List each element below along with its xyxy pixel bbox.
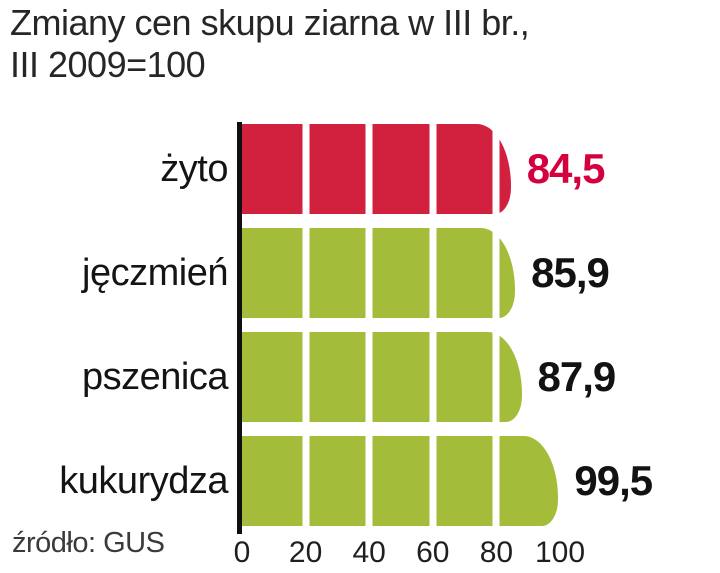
x-tick-label: 20 xyxy=(288,536,323,569)
source-label: źródło: GUS xyxy=(12,527,165,559)
chart-title-line2: III 2009=100 xyxy=(10,44,206,86)
x-tick-label: 60 xyxy=(416,536,450,569)
x-tick-label: 0 xyxy=(233,536,251,569)
y-axis-line xyxy=(237,122,242,534)
bar-chart: żyto 84,5 jęczmień 85,9 pszenica 87,9 kukurydz… xyxy=(0,120,720,569)
x-tick-label: 80 xyxy=(479,536,514,569)
bar-row: jęczmień 85,9 xyxy=(0,228,720,318)
x-tick-label: 100 xyxy=(534,536,586,569)
chart-title-line1: Zmiany cen skupu ziarna w III br., xyxy=(10,2,530,43)
category-label: pszenica xyxy=(82,356,228,398)
bar-track: 99,5 xyxy=(242,436,653,526)
bar-jęczmień xyxy=(242,228,516,318)
bar-kukurydza xyxy=(242,436,559,526)
value-label: 99,5 xyxy=(574,457,653,504)
chart-title: Zmiany cen skupu ziarna w III br., III 2… xyxy=(10,2,716,87)
bar-row: żyto 84,5 xyxy=(0,124,720,214)
bar-żyto xyxy=(242,124,511,214)
x-axis-ticks: 0 20 40 60 80 100 xyxy=(234,536,585,570)
category-label: kukurydza xyxy=(59,460,228,502)
bar-track: 85,9 xyxy=(242,228,610,318)
bar-row: pszenica 87,9 xyxy=(0,332,720,422)
bar-track: 87,9 xyxy=(242,332,616,422)
value-label: 85,9 xyxy=(531,249,610,296)
value-label: 84,5 xyxy=(526,145,606,192)
bar-track: 84,5 xyxy=(242,124,605,214)
bar-row: kukurydza 99,5 xyxy=(0,436,720,526)
x-tick-label: 40 xyxy=(352,536,386,569)
category-label: żyto xyxy=(160,148,228,190)
bar-rows: żyto 84,5 jęczmień 85,9 pszenica 87,9 kukurydz… xyxy=(0,124,720,526)
category-label: jęczmień xyxy=(82,252,228,294)
value-label: 87,9 xyxy=(537,353,617,400)
bar-pszenica xyxy=(242,332,522,422)
